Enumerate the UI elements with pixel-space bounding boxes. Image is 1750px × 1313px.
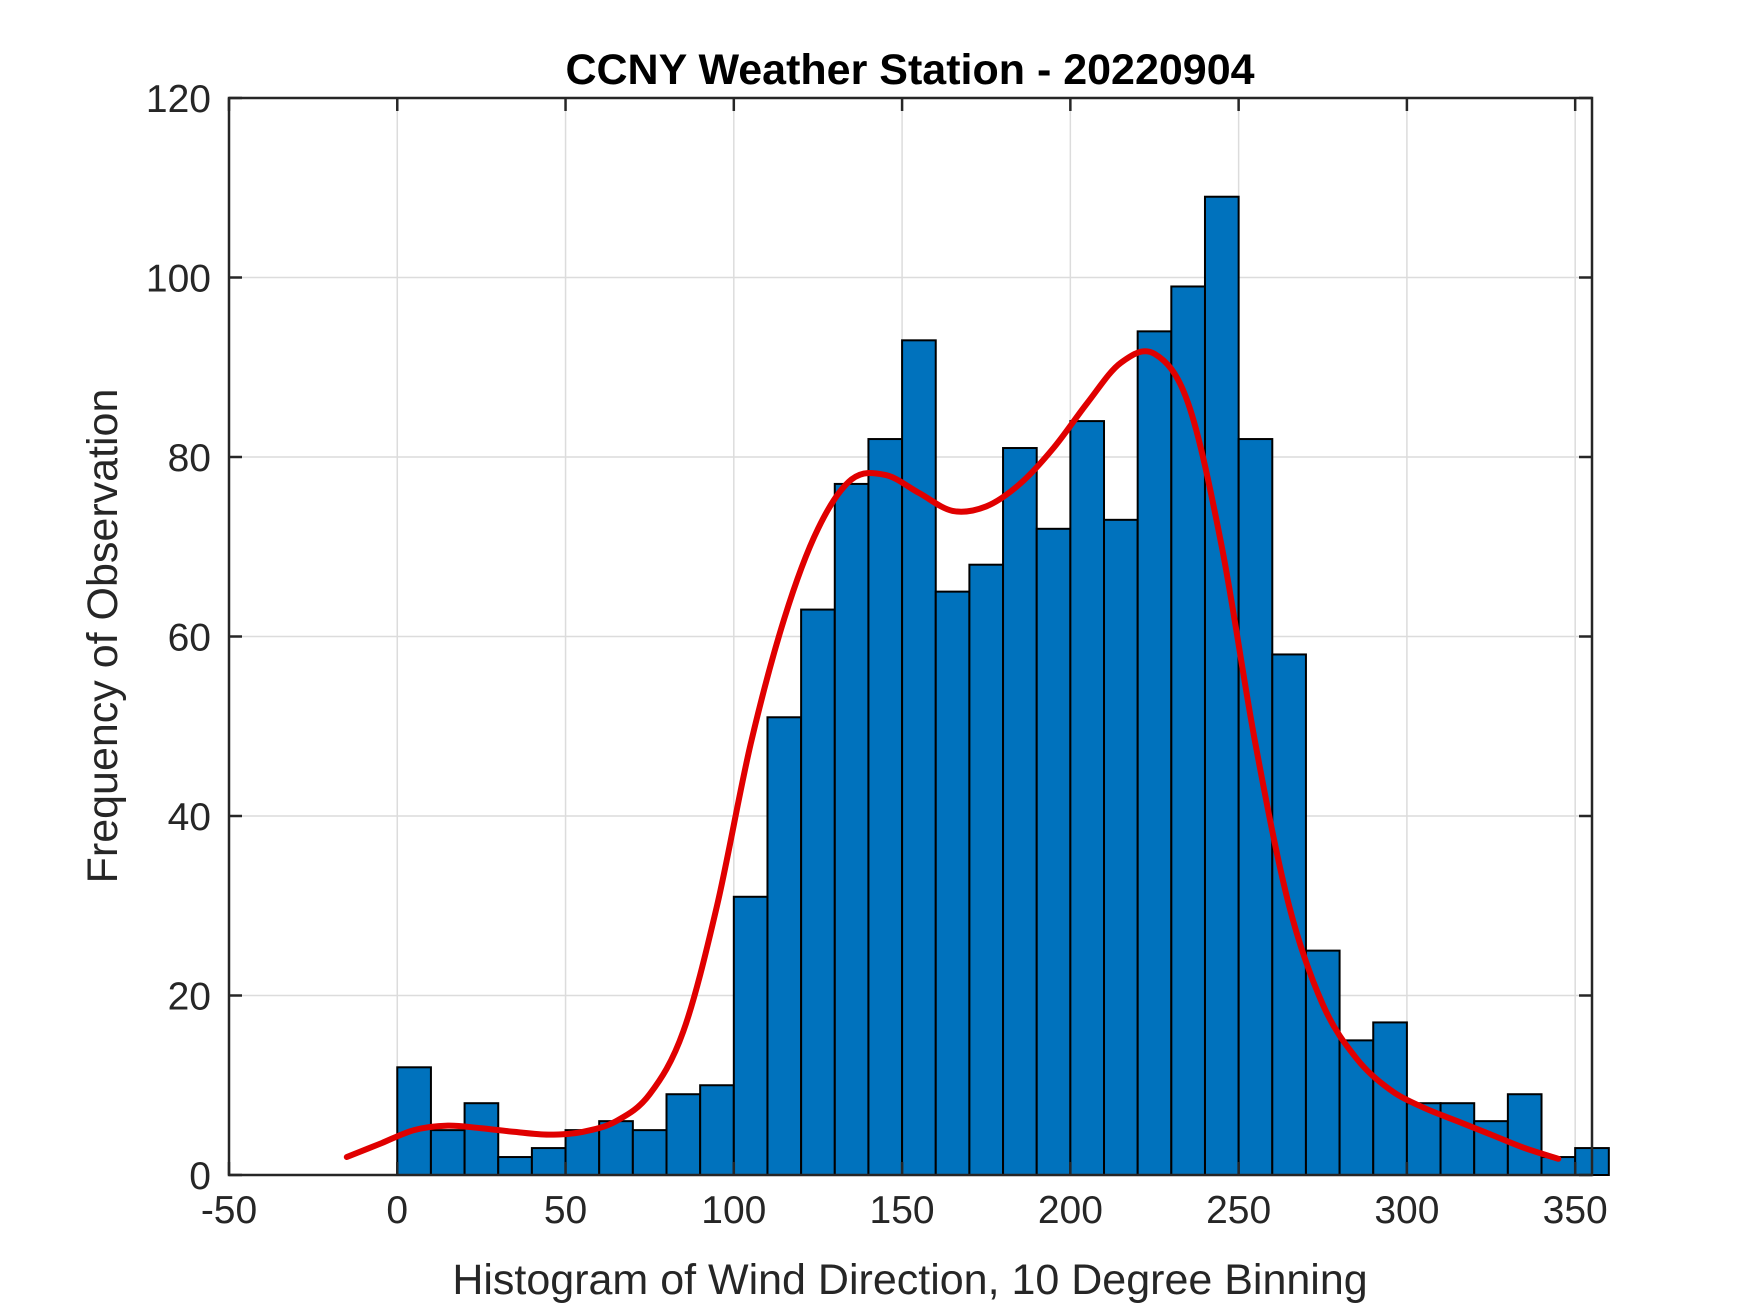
histogram-bar (396, 1066, 432, 1177)
y-tick-label: 40 (168, 796, 211, 839)
x-axis-label: Histogram of Wind Direction, 10 Degree B… (452, 1256, 1367, 1304)
histogram-bar (1103, 518, 1139, 1176)
histogram-bar (833, 482, 870, 1176)
histogram-bar (598, 1120, 634, 1177)
histogram-bar (800, 608, 836, 1176)
histogram-bar (1304, 949, 1341, 1176)
histogram-bar (1506, 1093, 1543, 1176)
fit-curve-line (343, 348, 1562, 1162)
histogram-bar (1170, 285, 1206, 1177)
histogram-bar (564, 1129, 601, 1176)
histogram-bar (766, 716, 803, 1177)
y-tick-label: 120 (146, 78, 211, 121)
histogram-bar (463, 1102, 500, 1176)
histogram-bar (901, 339, 937, 1176)
histogram-bar (1002, 447, 1038, 1176)
x-tick-labels: -50 0 50 100 150 200 250 300 350 (201, 1189, 1608, 1232)
fit-curve (343, 348, 1562, 1162)
x-tick-label: -50 (201, 1189, 257, 1232)
x-tick-label: 300 (1374, 1189, 1439, 1232)
x-tick-label: 50 (544, 1189, 587, 1232)
histogram-bar (1035, 527, 1072, 1176)
histogram-bar (665, 1093, 702, 1176)
x-tick-label: 200 (1038, 1189, 1103, 1232)
chart-title: CCNY Weather Station - 20220904 (565, 46, 1254, 94)
histogram-bar (631, 1129, 668, 1176)
y-tick-label: 20 (168, 976, 211, 1019)
histogram-bar (934, 590, 971, 1176)
y-tick-labels: 0 20 40 60 80 100 120 (146, 78, 211, 1198)
y-tick-label: 60 (168, 617, 211, 660)
histogram-bar (968, 563, 1005, 1176)
histogram-bar (1136, 330, 1173, 1177)
x-tick-label: 350 (1543, 1189, 1608, 1232)
histogram-bar (1069, 420, 1106, 1177)
histogram-bar (732, 895, 769, 1177)
histogram-bar (530, 1147, 567, 1176)
x-tick-label: 0 (386, 1189, 408, 1232)
y-tick-label: 0 (189, 1155, 211, 1198)
histogram-bar (497, 1156, 533, 1177)
histogram-bar (699, 1084, 735, 1176)
histogram-bar (867, 438, 904, 1176)
y-tick-label: 100 (146, 258, 211, 301)
x-tick-label: 150 (870, 1189, 935, 1232)
y-tick-label: 80 (168, 437, 211, 480)
x-tick-label: 250 (1206, 1189, 1271, 1232)
x-tick-label: 100 (701, 1189, 766, 1232)
histogram-bar (429, 1129, 466, 1176)
axis-ticks (227, 96, 1592, 1177)
y-axis-label: Frequency of Observation (79, 389, 127, 884)
histogram-bar (1203, 195, 1240, 1177)
